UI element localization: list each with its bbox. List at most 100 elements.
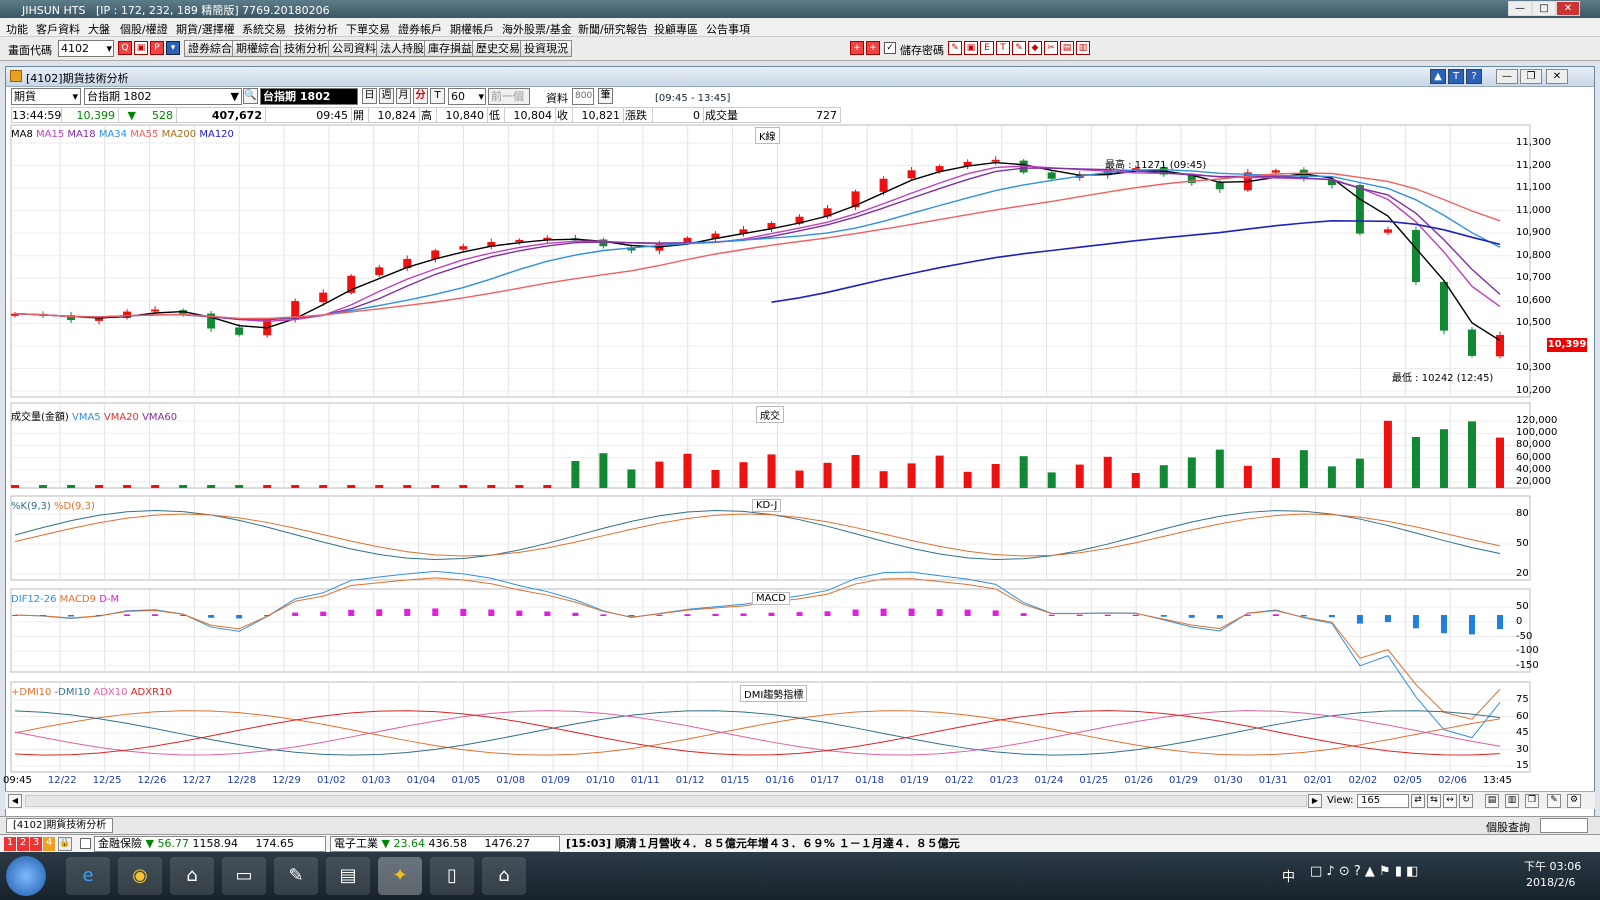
stock-query-input[interactable] [1540, 818, 1588, 833]
tool-icon[interactable]: T [996, 41, 1010, 55]
toolbar-button[interactable]: 歷史交易 [472, 40, 524, 57]
toolbar-button[interactable]: 投資現況 [520, 40, 572, 57]
copy-icon[interactable]: ❐ [1525, 794, 1539, 808]
menu-item[interactable]: 下單交易 [346, 23, 390, 36]
menu-item[interactable]: 新聞/研究報告 [578, 23, 648, 36]
page-tab-4[interactable]: 4 [43, 837, 55, 851]
code-input[interactable]: 4102 ▾ [58, 40, 114, 57]
tool-icon[interactable]: ▥ [1076, 41, 1090, 55]
add-icon[interactable]: + [850, 41, 864, 55]
minutes-select[interactable]: 60 ▾ [448, 88, 486, 105]
index-2-box[interactable]: 電子工業 ▼ 23.64 436.58 1476.27 [330, 836, 560, 852]
period-day[interactable]: 日 [362, 88, 377, 104]
up-icon[interactable]: ▲ [1430, 69, 1446, 84]
home-icon[interactable]: ⌂ [482, 857, 526, 895]
tool-icon[interactable]: ▤ [1060, 41, 1074, 55]
period-week[interactable]: 週 [379, 88, 394, 104]
save-password-checkbox[interactable]: ✓ [884, 42, 896, 54]
menu-bar: 功能 客戶資料 大盤 個股/權證 期貨/選擇權 系統交易 技術分析 下單交易 證… [0, 18, 1600, 37]
prev-button[interactable]: 前一個 [488, 88, 530, 105]
window-icon[interactable]: ▣ [134, 41, 148, 55]
market-select[interactable]: 期貨 ▾ [11, 88, 81, 105]
maximize-button[interactable]: □ [1532, 1, 1556, 16]
menu-item[interactable]: 客戶資料 [36, 23, 80, 36]
search-icon[interactable]: Q [118, 41, 132, 55]
menu-item[interactable]: 技術分析 [294, 23, 338, 36]
toolbar-button[interactable]: 技術分析 [280, 40, 332, 57]
explorer-icon[interactable]: ▭ [222, 857, 266, 895]
search-icon[interactable]: 🔍 [243, 88, 258, 104]
period-month[interactable]: 月 [396, 88, 411, 104]
folder-icon[interactable]: ▤ [326, 857, 370, 895]
minimize-button[interactable]: — [1496, 69, 1518, 84]
data-count-input[interactable]: 800 [572, 88, 594, 105]
refresh-icon[interactable]: ↻ [1459, 794, 1473, 808]
technical-chart[interactable] [0, 0, 1600, 800]
tool-icon[interactable]: ▣ [964, 41, 978, 55]
notepad-icon[interactable]: ▯ [430, 857, 474, 895]
dropdown-icon[interactable]: ▾ [166, 41, 180, 55]
help-icon[interactable]: ? [1466, 69, 1482, 84]
t-icon[interactable]: T [1448, 69, 1464, 84]
paint-icon[interactable]: ✎ [274, 857, 318, 895]
page-tab-2[interactable]: 2 [17, 837, 29, 851]
legend-item: -DMI10 [54, 687, 91, 698]
draw-icon[interactable]: ✎ [1547, 794, 1561, 808]
start-button[interactable] [6, 856, 46, 896]
toolbar-button[interactable]: 法人持股 [376, 40, 428, 57]
menu-item[interactable]: 大盤 [88, 23, 110, 36]
toolbar-button[interactable]: 期權綜合 [232, 40, 284, 57]
tool-icon[interactable]: ✎ [948, 41, 962, 55]
ie-icon[interactable]: e [66, 857, 110, 895]
contract-select[interactable]: 台指期 1802 ▼ [84, 88, 242, 105]
menu-item[interactable]: 公告事項 [706, 23, 750, 36]
menu-item[interactable]: 系統交易 [242, 23, 286, 36]
close-button[interactable]: ✕ [1556, 1, 1580, 16]
menu-item[interactable]: 個股/權證 [120, 23, 168, 36]
ticker-checkbox[interactable] [80, 838, 91, 849]
menu-item[interactable]: 期貨/選擇權 [176, 23, 235, 36]
window-tab[interactable]: [4102]期貨技術分析 [6, 818, 114, 833]
tool-icon[interactable]: E [980, 41, 994, 55]
print-icon[interactable]: P [150, 41, 164, 55]
settings-icon[interactable]: ⚙ [1567, 794, 1581, 808]
lock-icon[interactable]: 🔒 [58, 837, 72, 851]
tool-icon[interactable]: ◆ [1028, 41, 1042, 55]
close-button[interactable]: ✕ [1546, 69, 1568, 84]
scrollbar-track[interactable] [25, 795, 1307, 807]
toolbar-button[interactable]: 公司資料 [328, 40, 380, 57]
tool-icon[interactable]: ✂ [1044, 41, 1058, 55]
scroll-left-icon[interactable]: ◀ [8, 794, 22, 808]
news-ticker[interactable]: [15:03] 順清１月營收４．８５億元年增４３．６９% １－１月達４．８５億元 [566, 837, 960, 850]
home-icon[interactable]: ⌂ [170, 857, 214, 895]
toolbar-button[interactable]: 庫存損益 [424, 40, 476, 57]
chrome-icon[interactable]: ◉ [118, 857, 162, 895]
tool-icon[interactable]: ✎ [1012, 41, 1026, 55]
period-minute[interactable]: 分 [413, 88, 428, 104]
menu-item[interactable]: 投顧專區 [654, 23, 698, 36]
menu-item[interactable]: 功能 [6, 23, 28, 36]
tray-icons[interactable]: □ ♪ ⊙ ? ▲ ⚑ ▮ ◧ [1310, 864, 1419, 879]
add-icon[interactable]: + [866, 41, 880, 55]
candle-body [543, 237, 552, 240]
pan-icon[interactable]: ↔ [1443, 794, 1457, 808]
ime-lang[interactable]: 中 [1282, 870, 1296, 885]
view-input[interactable]: 165 [1357, 794, 1409, 808]
layout-icon[interactable]: ▥ [1505, 794, 1519, 808]
minimize-button[interactable]: — [1508, 1, 1532, 16]
menu-item[interactable]: 期權帳戶 [450, 23, 494, 36]
index-1-box[interactable]: 金融保險 ▼ 56.77 1158.94 174.65 [94, 836, 326, 852]
period-tick[interactable]: T [430, 88, 445, 104]
indicator-icon[interactable]: ▤ [1485, 794, 1499, 808]
restore-button[interactable]: ❐ [1520, 69, 1542, 84]
scroll-right-icon[interactable]: ▶ [1308, 794, 1322, 808]
zoom-out-icon[interactable]: ⇄ [1411, 794, 1425, 808]
page-tab-1[interactable]: 1 [4, 837, 16, 851]
zoom-in-icon[interactable]: ⇆ [1427, 794, 1441, 808]
toolbar-button[interactable]: 證券綜合 [184, 40, 236, 57]
candle-body [1496, 335, 1504, 357]
menu-item[interactable]: 證券帳戶 [398, 23, 442, 36]
hts-app-icon[interactable]: ✦ [378, 857, 422, 895]
menu-item[interactable]: 海外股票/基金 [502, 23, 572, 36]
page-tab-3[interactable]: 3 [30, 837, 42, 851]
